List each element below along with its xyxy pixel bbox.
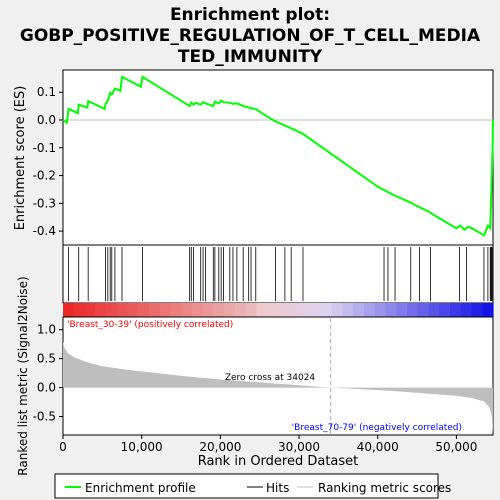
- title-line-3: TED_IMMUNITY: [178, 47, 323, 67]
- color-bar-segment: [159, 303, 172, 317]
- es-y-tick-label: 0.0: [37, 113, 56, 127]
- color-bar-segment: [106, 303, 118, 317]
- color-bar-segment: [396, 303, 408, 317]
- color-bar-segment: [235, 303, 247, 317]
- negative-group-label: 'Breast_70-79' (negatively correlated): [292, 423, 462, 433]
- ranking-metric-area: [63, 341, 493, 434]
- color-bar-segment: [353, 303, 365, 317]
- es-y-tick-label: -0.4: [33, 224, 56, 238]
- color-bar-segment: [364, 303, 376, 317]
- title-line-1: Enrichment plot:: [170, 5, 330, 25]
- metric-y-ticks: 1.0 0.5 0.0 -0.5: [33, 323, 63, 423]
- x-tick-label: 10,000: [121, 440, 163, 454]
- x-axis-label: Rank in Ordered Dataset: [198, 454, 359, 469]
- color-bar-segment: [331, 303, 344, 317]
- es-y-tick-label: 0.1: [37, 85, 56, 99]
- hit-lines: [68, 247, 494, 301]
- es-y-tick-label: -0.3: [33, 196, 56, 210]
- color-bar-segment: [73, 303, 86, 317]
- color-bar-segment: [95, 303, 107, 317]
- color-bar-segment: [417, 303, 430, 317]
- color-bar-segment: [63, 303, 75, 317]
- color-bar-segment: [460, 303, 473, 317]
- color-bar-segment: [181, 303, 193, 317]
- ranking-color-bar: [63, 303, 494, 317]
- legend-box: [54, 473, 439, 499]
- color-bar-segment: [439, 303, 451, 317]
- color-bar-segment: [138, 303, 150, 317]
- x-axis: 0 10,000 20,000 30,000 40,000 50,000: [59, 435, 477, 454]
- hits-panel: [62, 244, 494, 304]
- metric-y-tick-label: 1.0: [37, 323, 56, 337]
- metric-y-tick-label: 0.5: [37, 352, 56, 366]
- x-tick-label: 40,000: [357, 440, 399, 454]
- color-bar-segment: [374, 303, 387, 317]
- color-bar-segment: [321, 303, 333, 317]
- color-bar-segment: [471, 303, 483, 317]
- metric-panel: 1.0 0.5 0.0 -0.5 'Breast_30-39' (positively…: [16, 276, 494, 476]
- color-bar-segment: [224, 303, 236, 317]
- positive-group-label: 'Breast_30-39' (positively correlated): [67, 320, 233, 330]
- legend: Enrichment profile Hits Ranking metric s…: [54, 473, 451, 499]
- color-bar-segment: [127, 303, 139, 317]
- es-y-tick-label: -0.2: [33, 169, 56, 183]
- es-y-ticks: 0.1 0.0 -0.1 -0.2 -0.3 -0.4: [33, 85, 63, 238]
- x-tick-label: 20,000: [199, 440, 241, 454]
- x-tick-label: 30,000: [278, 440, 320, 454]
- color-bar-segment: [342, 303, 354, 317]
- title-line-2: GOBP_POSITIVE_REGULATION_OF_T_CELL_MEDIA: [20, 26, 481, 46]
- legend-es-label: Enrichment profile: [85, 481, 196, 495]
- plot-title: Enrichment plot: GOBP_POSITIVE_REGULATIO…: [20, 5, 481, 67]
- metric-y-tick-label: -0.5: [33, 409, 56, 423]
- color-bar-segment: [385, 303, 397, 317]
- color-bar-segment: [450, 303, 462, 317]
- es-ylabel: Enrichment score (ES): [13, 86, 28, 231]
- color-bar-segment: [116, 303, 129, 317]
- color-bar-segment: [245, 303, 258, 317]
- color-bar-segment: [267, 303, 279, 317]
- es-panel-frame: [62, 69, 494, 246]
- color-bar-segment: [482, 303, 494, 317]
- color-bar-segment: [310, 303, 322, 317]
- color-bar-segment: [170, 303, 182, 317]
- color-bar-segment: [84, 303, 96, 317]
- metric-y-tick-label: 0.0: [37, 381, 56, 395]
- es-y-tick-label: -0.1: [33, 141, 56, 155]
- x-tick-label: 0: [59, 440, 67, 454]
- color-bar-segment: [278, 303, 290, 317]
- legend-metric-label: Ranking metric scores: [318, 481, 451, 495]
- color-bar-segment: [213, 303, 225, 317]
- color-bar-segment: [428, 303, 440, 317]
- zero-cross-label: Zero cross at 34024: [225, 373, 316, 383]
- metric-ylabel: Ranked list metric (Signal2Noise): [16, 276, 30, 475]
- color-bar-segment: [288, 303, 301, 317]
- color-bar-segment: [256, 303, 268, 317]
- enrichment-profile-line: [62, 75, 494, 237]
- color-bar-segment: [149, 303, 161, 317]
- color-bar-segment: [192, 303, 204, 317]
- legend-hits-label: Hits: [266, 481, 289, 495]
- color-bar-segment: [299, 303, 311, 317]
- es-panel: 0.1 0.0 -0.1 -0.2 -0.3 -0.4 Enrichment score …: [13, 69, 494, 246]
- hits-panel-frame: [62, 244, 494, 304]
- color-bar-segment: [202, 303, 215, 317]
- x-tick-label: 50,000: [435, 440, 477, 454]
- color-bar-segment: [407, 303, 419, 317]
